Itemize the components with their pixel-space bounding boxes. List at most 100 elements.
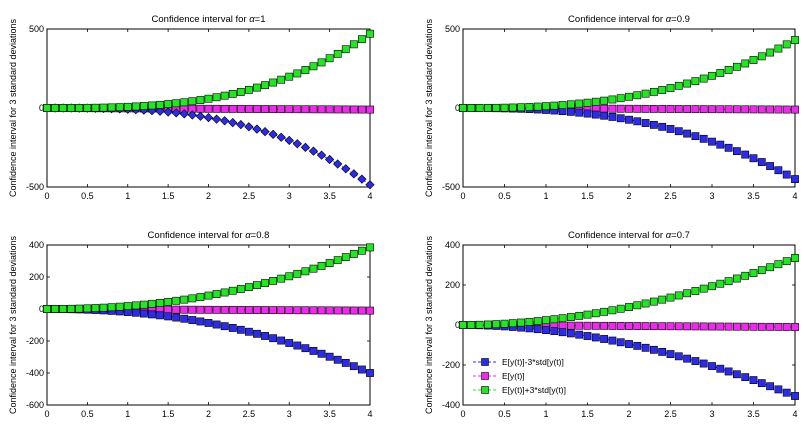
data-point-upper [782,40,791,49]
data-point-lower [575,108,584,117]
data-point-lower [171,108,181,118]
data-point-upper [91,304,100,312]
data-point-lower [349,169,359,179]
data-point-upper [261,81,269,90]
data-point-mean [164,305,173,314]
data-point-upper [691,287,700,295]
x-tick-label: 0 [460,191,465,201]
data-point-upper [253,83,261,92]
data-point-upper [625,303,633,311]
data-point-lower [212,320,221,329]
series-upper [43,243,374,313]
data-point-upper [301,66,310,74]
data-point-upper [716,279,725,288]
data-point-mean [583,321,592,330]
data-point-mean [625,104,633,113]
data-point-lower [666,350,675,358]
series-lower [459,104,799,183]
x-tick-label: 3 [287,409,292,419]
data-point-lower [683,129,691,138]
series-lower [459,321,799,400]
data-point-lower [180,314,189,323]
data-point-mean [791,323,799,331]
data-point-mean [317,306,326,315]
y-axis-label: Confidence interval for 3 standard devia… [8,235,18,414]
data-point-lower [261,332,269,340]
data-point-upper [525,317,534,326]
data-point-upper [658,295,667,304]
x-tick-label: 4 [367,409,372,419]
data-point-lower [633,117,642,126]
data-point-mean [774,322,783,331]
data-point-mean [309,306,318,315]
data-point-mean [366,105,374,114]
data-point-mean [301,306,310,315]
data-point-lower [691,357,700,365]
data-point-upper [525,103,534,111]
data-point-lower [179,109,189,119]
data-point-mean [741,105,750,114]
data-point-upper [550,315,559,324]
data-point-lower [172,313,181,322]
data-point-mean [649,105,658,113]
data-point-lower [292,139,302,149]
data-point-lower [708,362,716,371]
series-lower [42,103,375,190]
data-point-lower [236,325,245,334]
data-point-upper [180,295,189,304]
x-tick-label: 3.5 [323,191,336,201]
data-point-lower [625,340,633,348]
data-point-upper [220,91,229,100]
series-line-upper [462,257,796,326]
data-point-lower [649,345,658,354]
data-point-mean [261,105,269,113]
data-point-mean [608,104,617,113]
data-point-lower [284,135,294,146]
data-point-upper [600,307,608,316]
data-point-upper [188,97,197,106]
legend-entry: E[y(t)]-3*std[y(t)] [473,357,564,367]
data-point-upper [269,276,277,285]
data-point-upper [558,314,567,323]
data-point-upper [277,75,286,84]
data-point-upper [285,72,294,81]
data-point-upper [228,286,237,295]
data-point-mean [172,305,181,314]
data-point-upper [732,62,741,71]
data-point-lower [333,355,342,364]
data-point-mean [220,305,229,314]
data-point-mean [658,322,667,331]
data-point-upper [180,98,189,107]
data-point-upper [293,69,302,78]
data-point-lower [608,113,617,121]
data-point-upper [749,56,758,64]
data-point-lower [228,324,237,332]
data-point-upper [333,256,342,265]
data-point-lower [357,174,367,184]
data-point-mean [293,306,302,315]
x-tick-label: 0.5 [498,191,511,201]
data-point-upper [140,102,148,110]
data-point-upper [261,279,269,287]
data-point-upper [791,254,799,262]
data-point-mean [791,105,799,114]
y-tick-label: -200 [442,360,460,370]
data-point-mean [716,322,725,331]
legend-marker [481,358,489,366]
data-point-upper [508,319,517,328]
data-point-mean [325,105,334,114]
data-point-upper [164,297,173,306]
data-point-lower [148,310,156,319]
data-point-upper [204,94,213,103]
data-point-mean [236,306,245,314]
x-tick-label: 2 [626,191,631,201]
data-point-upper [236,88,245,96]
data-point-lower [691,132,700,141]
data-point-upper [131,102,140,111]
data-point-mean [641,322,650,330]
data-point-lower [774,166,783,175]
data-point-mean [277,105,286,114]
data-point-lower [349,362,358,371]
